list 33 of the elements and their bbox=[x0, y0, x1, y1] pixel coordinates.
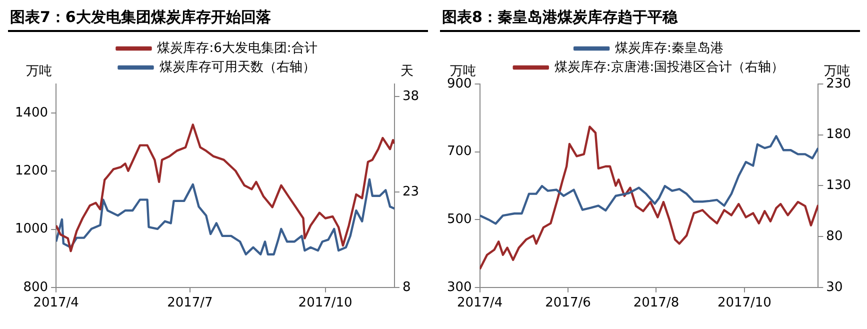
x-tick-label: 2017/10 bbox=[717, 296, 772, 311]
y2-axis-title: 万吨 bbox=[824, 64, 850, 79]
y-tick-label: 900 bbox=[446, 76, 472, 92]
y-axis-title: 万吨 bbox=[450, 64, 476, 79]
y2-tick-label: 8 bbox=[402, 280, 411, 295]
y2-tick-label: 80 bbox=[826, 228, 843, 244]
y-tick-label: 1000 bbox=[14, 222, 48, 237]
x-tick-label: 2017/8 bbox=[633, 296, 680, 311]
x-tick-label: 2017/7 bbox=[167, 296, 213, 311]
y2-tick-label: 30 bbox=[826, 280, 843, 295]
y2-tick-label: 130 bbox=[826, 178, 852, 194]
y2-tick-label: 180 bbox=[826, 127, 852, 142]
y-tick-label: 800 bbox=[23, 280, 48, 295]
x-tick-label: 2017/10 bbox=[298, 296, 352, 311]
x-tick-label: 2017/4 bbox=[33, 296, 79, 311]
y-tick-label: 300 bbox=[446, 280, 472, 295]
y2-tick-label: 38 bbox=[402, 89, 420, 104]
chart-title: 图表7：6大发电集团煤炭库存开始回落 bbox=[8, 8, 428, 32]
y-tick-label: 500 bbox=[446, 212, 472, 227]
y2-tick-label: 230 bbox=[826, 76, 852, 92]
legend-label: 煤炭库存:京唐港:国投港区合计（右轴） bbox=[554, 60, 784, 75]
x-tick-label: 2017/4 bbox=[456, 296, 503, 311]
y-tick-label: 1200 bbox=[14, 164, 48, 179]
chart-title: 图表8：秦皇岛港煤炭库存趋于平稳 bbox=[440, 8, 860, 32]
y2-axis-title: 天 bbox=[400, 64, 414, 79]
y-tick-label: 1400 bbox=[14, 105, 48, 120]
legend-label: 煤炭库存:秦皇岛港 bbox=[615, 40, 724, 56]
legend-label: 煤炭库存可用天数（右轴） bbox=[159, 60, 316, 75]
y2-tick-label: 23 bbox=[402, 184, 420, 200]
legend-label: 煤炭库存:6大发电集团:合计 bbox=[157, 40, 318, 56]
y-axis-title: 万吨 bbox=[26, 64, 52, 79]
x-tick-label: 2017/6 bbox=[545, 296, 591, 311]
y-tick-label: 700 bbox=[446, 144, 472, 160]
